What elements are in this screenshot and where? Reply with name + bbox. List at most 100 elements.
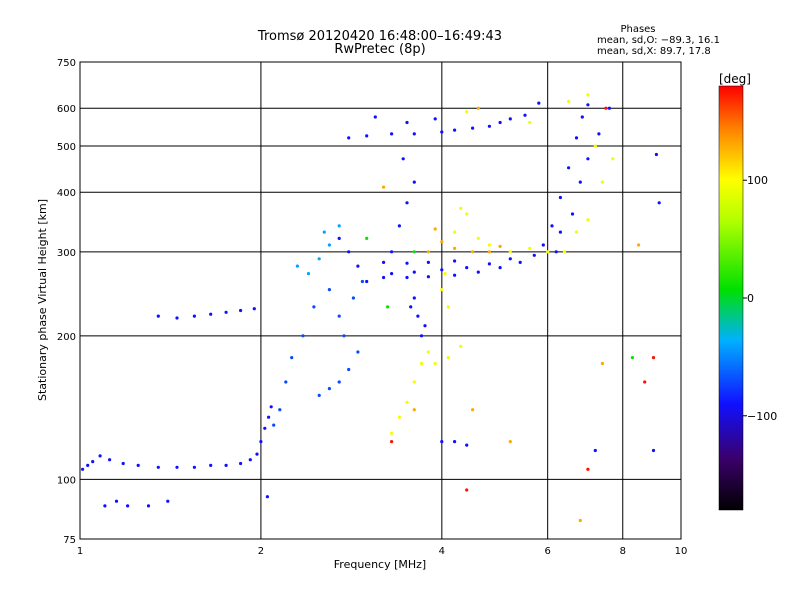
data-point xyxy=(248,458,252,462)
data-point xyxy=(528,120,532,125)
data-point xyxy=(252,307,256,311)
data-point xyxy=(453,259,457,263)
data-point xyxy=(508,440,512,444)
data-point xyxy=(259,440,263,444)
data-point xyxy=(558,230,563,234)
data-point xyxy=(347,250,351,254)
data-point xyxy=(611,157,615,161)
y-tick-label: 100 xyxy=(57,475,76,486)
x-tick-label: 6 xyxy=(544,546,550,557)
data-point xyxy=(586,93,590,97)
colorbar-ticks: 100 0 −100 xyxy=(743,174,777,423)
data-point xyxy=(175,465,179,469)
data-point xyxy=(465,488,469,492)
data-point xyxy=(637,243,641,247)
data-point xyxy=(471,408,475,412)
stats-heading: Phases xyxy=(620,24,655,35)
y-tick-label: 600 xyxy=(57,104,76,115)
data-point xyxy=(643,380,647,384)
data-point xyxy=(317,393,321,397)
x-tick-label: 2 xyxy=(258,546,264,557)
data-point xyxy=(574,136,579,140)
data-point xyxy=(337,236,341,240)
data-point xyxy=(433,117,437,121)
data-point xyxy=(412,270,416,274)
data-point xyxy=(390,272,394,276)
data-point xyxy=(239,461,243,466)
data-point xyxy=(459,206,463,210)
data-point xyxy=(192,465,196,469)
data-point xyxy=(224,463,228,467)
data-point xyxy=(365,279,369,284)
data-point xyxy=(574,230,579,234)
data-point xyxy=(337,224,341,228)
data-point xyxy=(409,305,413,309)
data-point xyxy=(386,305,390,309)
y-tick-label: 750 xyxy=(57,58,76,69)
y-tick-label: 75 xyxy=(63,535,76,546)
data-point xyxy=(317,257,321,261)
y-tick-label: 400 xyxy=(57,188,76,199)
data-point xyxy=(397,415,401,419)
data-point xyxy=(453,273,457,277)
data-point xyxy=(471,126,475,130)
x-tick-label: 8 xyxy=(620,546,626,557)
data-point xyxy=(423,324,427,328)
y-axis-label: Stationary phase Virtual Height [km] xyxy=(36,199,49,401)
data-point xyxy=(498,266,502,270)
data-point xyxy=(523,113,527,117)
data-point xyxy=(405,201,409,205)
chart-subtitle: RwPretec (8p) xyxy=(334,42,425,57)
data-point xyxy=(347,136,351,140)
y-tick-label: 200 xyxy=(57,332,76,343)
stats-line-o: mean, sd,O: −89.3, 16.1 xyxy=(597,35,720,46)
data-point xyxy=(550,224,554,228)
data-point xyxy=(192,314,196,318)
data-point xyxy=(562,250,567,254)
data-point xyxy=(91,460,95,464)
data-point xyxy=(412,132,416,136)
data-point xyxy=(272,423,276,427)
data-point xyxy=(465,443,469,447)
data-point xyxy=(175,316,179,320)
data-point xyxy=(416,314,420,318)
data-point xyxy=(578,518,582,523)
data-point xyxy=(419,334,424,338)
x-axis-ticks: 1 2 4 6 8 10 xyxy=(77,546,688,557)
data-point xyxy=(651,448,656,453)
data-point xyxy=(446,356,450,360)
data-point xyxy=(390,431,394,435)
stats-line-x: mean, sd,X: 89.7, 17.8 xyxy=(597,46,711,57)
data-point xyxy=(476,106,480,110)
data-point xyxy=(255,452,259,456)
data-point xyxy=(108,458,112,462)
data-point xyxy=(471,250,475,254)
data-point xyxy=(453,230,457,234)
data-point xyxy=(465,266,469,270)
data-point xyxy=(114,499,119,503)
colorbar-tick-label: 0 xyxy=(747,292,754,305)
data-point xyxy=(600,180,605,184)
data-point xyxy=(401,157,405,161)
data-point xyxy=(440,240,444,244)
data-point xyxy=(342,334,346,338)
data-point xyxy=(465,110,469,114)
data-point xyxy=(337,380,341,384)
data-point xyxy=(508,117,512,121)
data-point xyxy=(405,275,409,280)
colorbar-tick-label: −100 xyxy=(747,410,777,423)
y-tick-label: 300 xyxy=(57,248,76,259)
data-point xyxy=(356,264,360,268)
data-point xyxy=(453,246,457,250)
data-point xyxy=(433,227,437,231)
data-point xyxy=(284,380,288,384)
data-point xyxy=(86,463,90,467)
data-point xyxy=(209,463,213,467)
colorbar-label: [deg] xyxy=(719,72,751,86)
data-point xyxy=(322,230,326,234)
plot-frame xyxy=(79,61,682,540)
y-axis-ticks: 75 100 200 300 400 500 600 750 xyxy=(57,58,76,546)
data-point xyxy=(224,310,228,314)
data-point xyxy=(541,243,545,247)
data-point xyxy=(604,106,608,110)
